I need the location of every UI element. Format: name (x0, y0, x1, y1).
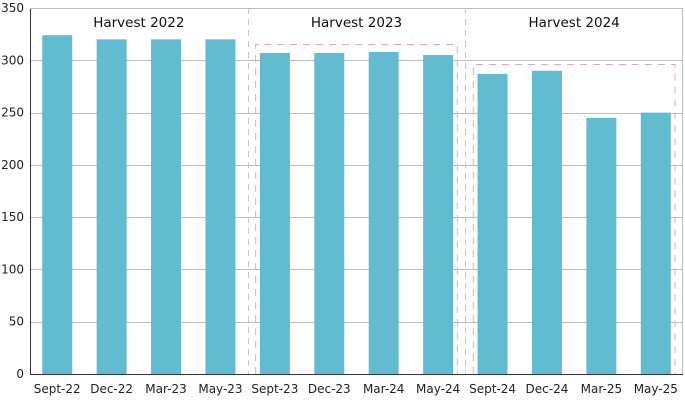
x-tick-label: Dec-22 (90, 382, 133, 396)
reference-guide (255, 44, 458, 374)
x-tick-label: May-24 (416, 382, 460, 396)
bar-sept-22 (42, 35, 73, 375)
y-tick-label: 100 (1, 262, 24, 276)
x-tick-labels: Sept-22 Dec-22 Mar-23 May-23 Sept-23 Dec-23 Ma… (34, 382, 678, 396)
gridlines (30, 8, 683, 323)
group-label: Harvest 2022 (93, 15, 184, 31)
group-label: Harvest 2023 (311, 15, 402, 31)
axes (30, 8, 683, 375)
bar-mar-23 (151, 39, 182, 374)
y-tick-labels: 0 50 100 150 200 250 300 350 (1, 1, 24, 381)
x-tick-label: Dec-24 (526, 382, 569, 396)
group-label: Harvest 2024 (529, 15, 620, 31)
bar-dec-22 (96, 39, 127, 374)
y-tick-label: 150 (1, 210, 24, 224)
x-tick-label: Mar-24 (363, 382, 404, 396)
y-tick-label: 250 (1, 106, 24, 120)
x-tick-label: Dec-23 (308, 382, 351, 396)
bar-sept-23 (259, 52, 290, 375)
y-tick-label: 300 (1, 53, 24, 67)
x-tick-label: Sept-24 (469, 382, 516, 396)
x-tick-label: May-23 (198, 382, 242, 396)
group-dividers (248, 8, 466, 374)
group-labels: Harvest 2022 Harvest 2023 Harvest 2024 (93, 15, 620, 31)
x-tick-label: Sept-22 (34, 382, 81, 396)
y-tick-label: 350 (1, 1, 24, 15)
bar-dec-24 (531, 70, 562, 374)
reference-guides (255, 44, 676, 374)
reference-guide (472, 64, 676, 374)
bar-dec-23 (314, 52, 345, 375)
bar-may-24 (423, 55, 454, 375)
bar-may-25 (640, 112, 671, 375)
x-tick-label: May-25 (634, 382, 678, 396)
y-tick-label: 200 (1, 158, 24, 172)
bar-may-23 (205, 39, 236, 374)
x-tick-label: Mar-25 (581, 382, 622, 396)
bar-mar-24 (368, 51, 399, 375)
bar-sept-24 (477, 73, 508, 374)
x-tick-label: Sept-23 (251, 382, 298, 396)
y-tick-label: 0 (16, 367, 24, 381)
bar-mar-25 (586, 117, 617, 375)
y-tick-label: 50 (9, 315, 24, 329)
x-tick-label: Mar-23 (145, 382, 186, 396)
bars (42, 35, 671, 375)
